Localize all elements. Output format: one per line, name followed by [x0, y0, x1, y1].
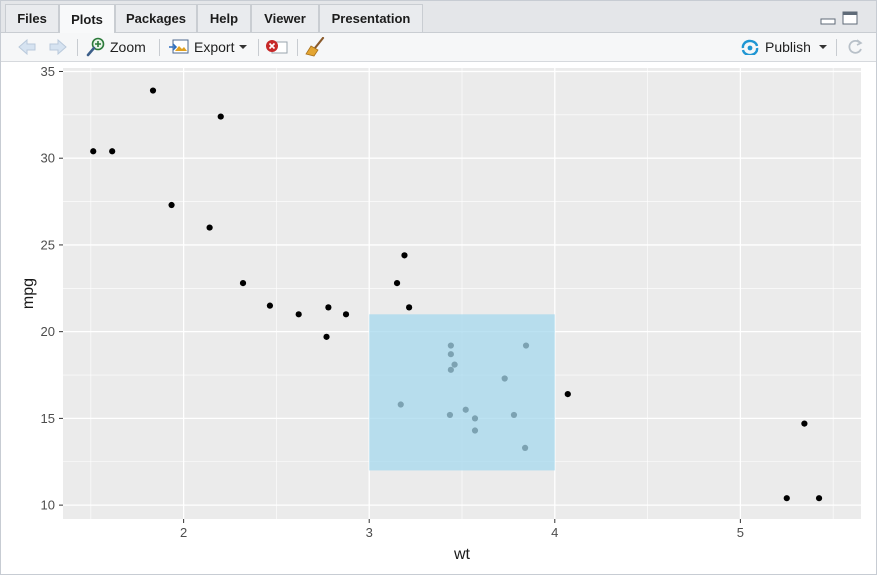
forward-button[interactable] [48, 36, 68, 58]
toolbar-separator [258, 39, 259, 56]
refresh-icon [848, 39, 863, 54]
export-button[interactable]: Export [168, 36, 248, 58]
scatter-plot: 10 15 20 25 30 35 wt mpg 2 3 4 5 [20, 64, 861, 563]
data-point [295, 311, 302, 318]
x-axis-label: wt [453, 546, 471, 563]
tab-plots[interactable]: Plots [59, 4, 115, 33]
x-axis-ticks: 2 3 4 5 [180, 519, 744, 540]
zoom-label: Zoom [110, 39, 146, 55]
zoom-button[interactable]: Zoom [86, 36, 146, 58]
refresh-button[interactable] [846, 36, 864, 58]
y-tick-label: 15 [41, 411, 55, 426]
arrow-right-icon [49, 39, 67, 55]
maximize-pane-button[interactable] [842, 11, 858, 25]
remove-plot-icon [266, 40, 288, 54]
publish-button[interactable]: Publish [739, 36, 811, 58]
y-tick-label: 35 [41, 64, 55, 79]
toolbar-separator [159, 39, 160, 56]
tab-label: Plots [71, 11, 103, 27]
tab-files[interactable]: Files [5, 4, 59, 32]
highlight-rectangle [369, 314, 555, 471]
toolbar-separator [297, 39, 298, 56]
data-point [801, 420, 808, 427]
publish-icon [741, 39, 759, 55]
remove-plot-button[interactable] [265, 36, 289, 58]
toolbar-separator [836, 39, 837, 56]
tab-label: Presentation [331, 11, 411, 26]
y-tick-label: 25 [41, 237, 55, 252]
export-label: Export [194, 39, 235, 55]
data-point [90, 148, 97, 155]
data-point [342, 311, 350, 318]
data-point [323, 333, 330, 340]
back-button[interactable] [17, 36, 37, 58]
minimize-icon [820, 18, 836, 25]
data-point [266, 302, 274, 309]
data-point [217, 113, 224, 120]
tab-packages[interactable]: Packages [115, 4, 197, 32]
data-point [564, 391, 571, 398]
maximize-icon [842, 11, 858, 25]
tab-presentation[interactable]: Presentation [319, 4, 423, 32]
tab-label: Viewer [264, 11, 306, 26]
publish-label: Publish [765, 39, 811, 55]
x-tick-label: 5 [737, 525, 744, 540]
x-tick-label: 2 [180, 525, 187, 540]
data-point [168, 201, 175, 209]
data-point [401, 252, 408, 259]
grid-major [63, 68, 861, 519]
tab-label: Help [209, 11, 239, 26]
data-point [393, 279, 401, 287]
y-tick-label: 10 [41, 498, 55, 513]
export-icon [169, 39, 189, 54]
tab-bar: Files Plots Packages Help Viewer Present… [1, 1, 876, 33]
tab-label: Files [17, 11, 47, 26]
broom-icon [305, 37, 325, 57]
data-point [815, 495, 823, 502]
tab-help[interactable]: Help [197, 4, 251, 32]
clear-plots-button[interactable] [305, 36, 327, 58]
toolbar-separator [77, 39, 78, 56]
data-point [239, 279, 247, 287]
y-axis-ticks: 10 15 20 25 30 35 [41, 64, 63, 513]
publish-dropdown-button[interactable] [818, 36, 828, 58]
data-point [109, 148, 116, 155]
data-point [325, 304, 332, 311]
plots-toolbar: Zoom Export [1, 33, 876, 62]
chevron-down-icon [239, 45, 248, 49]
tab-label: Packages [126, 11, 186, 26]
y-tick-label: 30 [41, 151, 55, 166]
data-point [206, 224, 213, 231]
plot-viewer: 10 15 20 25 30 35 wt mpg 2 3 4 5 [1, 62, 876, 574]
data-point [406, 304, 413, 311]
data-point [149, 87, 157, 94]
zoom-icon [86, 37, 105, 57]
chevron-down-icon [819, 45, 827, 49]
y-tick-label: 20 [41, 324, 55, 339]
x-tick-label: 4 [551, 525, 558, 540]
x-tick-label: 3 [366, 525, 373, 540]
data-point [783, 495, 790, 502]
minimize-pane-button[interactable] [820, 11, 836, 25]
tab-viewer[interactable]: Viewer [251, 4, 319, 32]
arrow-left-icon [18, 39, 36, 55]
y-axis-label: mpg [20, 278, 37, 309]
